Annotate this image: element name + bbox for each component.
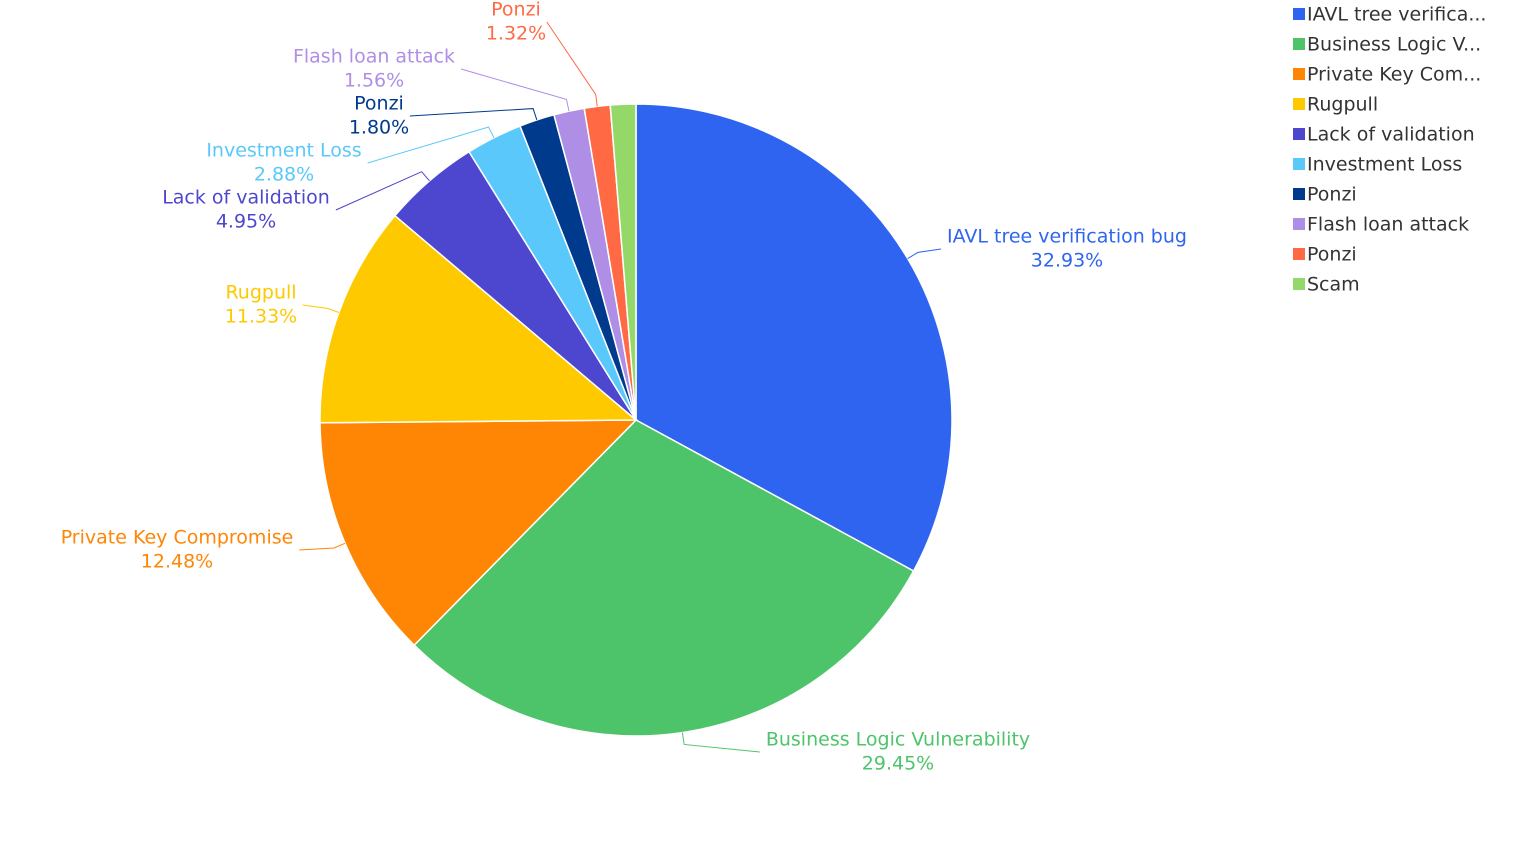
leader-line: [907, 248, 942, 259]
slice-value-label: 2.88%: [254, 164, 314, 186]
legend-label: Private Key Com...: [1307, 64, 1481, 86]
slice-value-label: 1.56%: [344, 70, 404, 92]
legend-swatch: [1293, 68, 1305, 80]
legend-label: Ponzi: [1307, 244, 1357, 266]
legend-swatch: [1293, 218, 1305, 230]
slice-value-label: 1.80%: [349, 117, 409, 139]
slice-label: Flash loan attack: [293, 46, 455, 68]
legend-label: Lack of validation: [1307, 124, 1475, 146]
legend-label: Business Logic V...: [1307, 34, 1481, 56]
pie-slice: [319, 214, 639, 424]
slice-label: Rugpull: [225, 282, 296, 304]
pie-slice: [319, 419, 638, 647]
slice-label: Ponzi: [354, 93, 404, 115]
legend-label: IAVL tree verifica...: [1307, 4, 1486, 26]
pie-slice: [635, 103, 953, 573]
leader-line: [409, 108, 538, 121]
leader-line: [546, 21, 598, 107]
slice-label: IAVL tree verification bug: [947, 226, 1187, 248]
slice-value-label: 32.93%: [1031, 250, 1103, 272]
legend-swatch: [1293, 38, 1305, 50]
legend-label: Scam: [1307, 274, 1360, 296]
legend-swatch: [1293, 8, 1305, 20]
legend-label: Flash loan attack: [1307, 214, 1469, 236]
leader-line: [335, 171, 430, 211]
slice-label: Private Key Compromise: [61, 527, 294, 549]
legend-swatch: [1293, 128, 1305, 140]
slice-value-label: 1.32%: [486, 23, 546, 45]
slice-value-label: 29.45%: [862, 753, 934, 775]
leader-line: [681, 732, 760, 753]
legend-swatch: [1293, 278, 1305, 290]
leader-line: [367, 126, 495, 164]
slice-value-label: 11.33%: [225, 306, 297, 328]
leader-line: [302, 304, 340, 313]
slice-label: Investment Loss: [206, 140, 361, 162]
leader-line: [460, 68, 570, 112]
leader-line: [299, 542, 346, 551]
legend-label: Rugpull: [1307, 94, 1378, 116]
legend-label: Ponzi: [1307, 184, 1357, 206]
slice-value-label: 4.95%: [216, 211, 276, 233]
legend-label: Investment Loss: [1307, 154, 1462, 176]
slice-label: Business Logic Vulnerability: [766, 729, 1030, 751]
legend-swatch: [1293, 98, 1305, 110]
slice-value-label: 12.48%: [141, 551, 213, 573]
slice-label: Ponzi: [491, 0, 541, 21]
legend-swatch: [1293, 158, 1305, 170]
pie-slice: [609, 103, 637, 421]
legend-swatch: [1293, 248, 1305, 260]
slice-label: Lack of validation: [162, 187, 330, 209]
legend-swatch: [1293, 188, 1305, 200]
